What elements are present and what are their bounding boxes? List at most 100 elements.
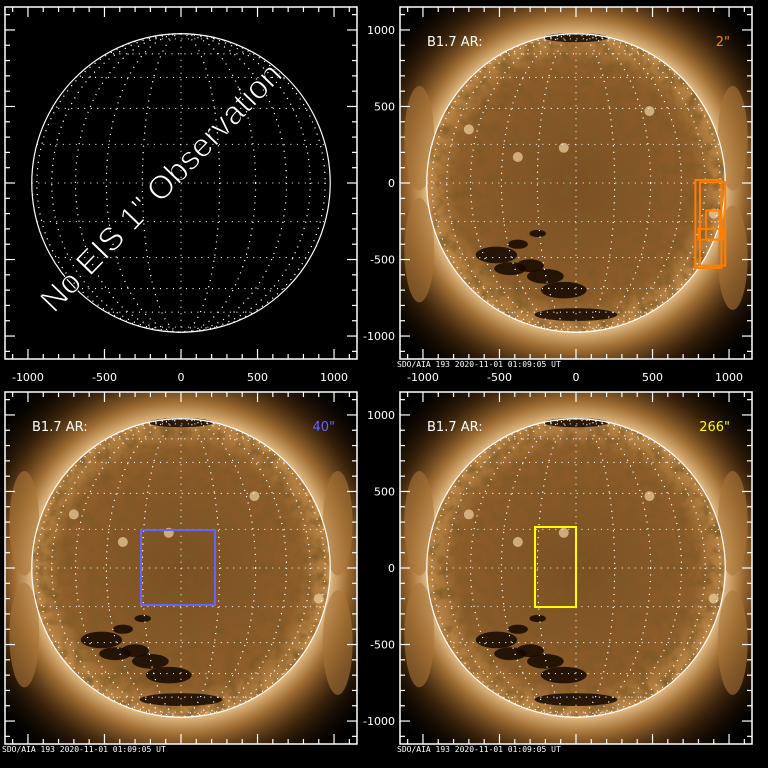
coronal-hole	[112, 624, 133, 634]
fov-box	[697, 227, 724, 241]
x-tick-label: -500	[487, 371, 512, 384]
coronal-streamer	[322, 590, 353, 695]
coronal-hole	[534, 693, 618, 707]
footer-text: SDO/AIA 193 2020-11-01 01:09:05 UT	[2, 745, 166, 754]
y-tick-label: 1000	[367, 409, 395, 422]
footer-text: SDO/AIA 193 2020-11-01 01:09:05 UT	[397, 745, 561, 754]
bright-region	[558, 142, 569, 153]
coronal-streamer	[717, 590, 748, 695]
coronal-hole	[134, 614, 152, 623]
bright-region	[117, 536, 128, 547]
x-tick-label: 500	[642, 371, 663, 384]
bright-region	[68, 509, 79, 520]
coronal-hole	[543, 33, 609, 43]
y-tick-label: 500	[374, 100, 395, 113]
panel-label: B1.7 AR:	[427, 35, 483, 50]
coronal-streamer	[404, 582, 435, 688]
plot-area	[400, 392, 752, 744]
bright-region	[463, 124, 474, 135]
plot-area	[400, 7, 752, 359]
panel-2: -1000 -500 0 500 1000 -1000 -500 0 500 1000 B1.7 A…	[363, 6, 753, 384]
coronal-hole	[139, 693, 223, 707]
y-tick-label: -500	[370, 254, 395, 267]
coronal-hole	[475, 631, 518, 649]
x-tick-label: 1000	[320, 371, 348, 384]
x-tick-label: 1000	[715, 371, 743, 384]
grid-meridian	[500, 418, 652, 718]
bright-region	[249, 491, 260, 502]
grid-meridian	[74, 33, 288, 333]
y-tick-label: 0	[388, 177, 395, 190]
fov-box	[698, 181, 727, 267]
y-tick-label: -500	[370, 639, 395, 652]
plot-area	[31, 33, 331, 333]
coronal-streamer	[322, 471, 353, 576]
bright-region	[313, 593, 324, 604]
coronal-hole	[148, 418, 214, 428]
panel-label: B1.7 AR:	[32, 420, 88, 435]
coronal-hole	[121, 644, 149, 658]
coronal-hole	[540, 666, 587, 684]
coronal-hole	[543, 418, 609, 428]
bright-region	[463, 509, 474, 520]
coronal-hole	[516, 644, 544, 658]
bright-region	[512, 151, 523, 162]
coronal-streamer	[717, 471, 748, 576]
disk-texture	[427, 34, 725, 332]
y-tick-label: -1000	[363, 330, 395, 343]
fov-box	[694, 178, 723, 269]
fov-label: 40"	[312, 420, 335, 435]
coronal-hole	[80, 631, 123, 649]
bright-region	[512, 536, 523, 547]
panel-1: -1000 -500 0 500 1000 No EIS 1" Observation	[4, 6, 358, 384]
x-tick-label: -1000	[12, 371, 44, 384]
footer-text: SDO/AIA 193 2020-11-01 01:09:05 UT	[397, 360, 561, 369]
bright-region	[708, 593, 719, 604]
coronal-hole	[534, 308, 618, 322]
y-tick-label: 500	[374, 485, 395, 498]
coronal-streamer	[404, 197, 435, 303]
y-tick-label: 0	[388, 562, 395, 575]
y-tick-label: -1000	[363, 715, 395, 728]
grid-meridian	[469, 418, 683, 718]
grid-meridian	[105, 418, 257, 718]
bright-region	[644, 491, 655, 502]
x-tick-label: -1000	[407, 371, 439, 384]
coronal-hole	[475, 246, 518, 264]
panel-label: B1.7 AR:	[427, 420, 483, 435]
fov-box	[533, 525, 578, 609]
coronal-hole	[507, 239, 528, 249]
plot-area	[5, 392, 357, 744]
fov-box	[140, 529, 216, 607]
coronal-hole	[516, 259, 544, 273]
y-tick-label: 1000	[367, 24, 395, 37]
panel-3: B1.7 AR: 40" SDO/AIA 193 2020-11-01 01:09:…	[2, 391, 358, 754]
solar-limb	[31, 418, 331, 718]
coronal-hole	[540, 281, 587, 299]
grid-meridian	[500, 33, 652, 333]
no-observation-text: No EIS 1" Observation	[32, 55, 288, 319]
panel-4: -1000 -500 0 500 1000 B1.7 AR: 266" SDO/AIA 193…	[363, 391, 753, 754]
x-tick-label: -500	[92, 371, 117, 384]
coronal-streamer	[717, 86, 748, 191]
grid-meridian	[105, 33, 257, 333]
solar-limb	[31, 33, 331, 333]
disk-texture	[32, 419, 330, 717]
grid-meridian	[469, 33, 683, 333]
coronal-streamer	[404, 86, 435, 191]
coronal-hole	[145, 666, 192, 684]
coronal-hole	[529, 614, 547, 623]
solar-limb	[426, 418, 726, 718]
fov-label: 266"	[699, 420, 730, 435]
coronal-streamer	[9, 582, 40, 688]
bright-region	[558, 527, 569, 538]
x-tick-label: 0	[573, 371, 580, 384]
grid-meridian	[74, 418, 288, 718]
x-tick-label: 500	[247, 371, 268, 384]
coronal-hole	[507, 624, 528, 634]
x-tick-label: 0	[178, 371, 185, 384]
coronal-streamer	[404, 471, 435, 576]
fov-label: 2"	[716, 35, 730, 50]
bright-region	[644, 106, 655, 117]
